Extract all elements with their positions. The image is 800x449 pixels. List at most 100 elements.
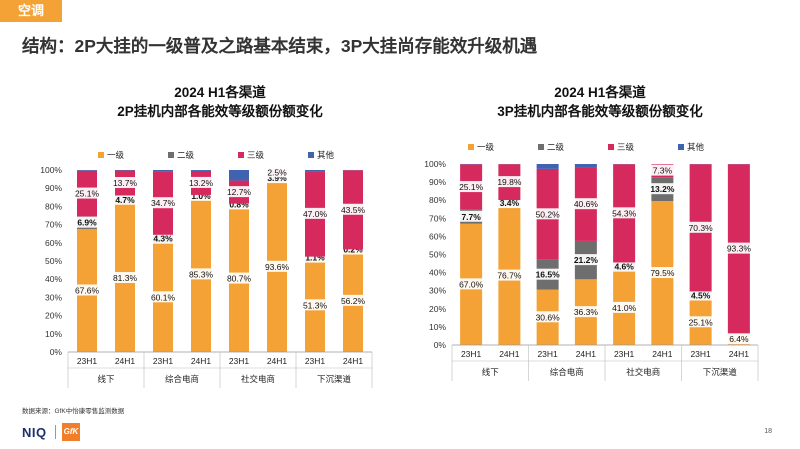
chart-title-2p: 2024 H1各渠道 2P挂机内部各能效等级额份额变化: [60, 83, 380, 121]
data-label-二级-0: 6.9%: [77, 218, 97, 228]
data-label-二级-6: 4.5%: [691, 290, 711, 300]
data-label-二级-7: 0.2%: [343, 245, 363, 255]
data-label-二级-3: 21.2%: [574, 255, 599, 265]
section-tag: 空调: [0, 0, 62, 22]
legend-label-0: 一级: [107, 150, 125, 160]
data-label-一级-6: 51.3%: [303, 300, 328, 310]
y-tick-label: 70%: [429, 213, 446, 223]
data-label-二级-6: 1.1%: [305, 253, 325, 263]
data-label-bg-0-3: [187, 268, 215, 280]
x-tick-label-2: 23H1: [153, 356, 174, 366]
data-label-三级-2: 50.2%: [536, 209, 561, 219]
data-label-一级-2: 60.1%: [151, 292, 176, 302]
data-label-bg-1-3: [571, 254, 600, 266]
data-label-bg-2-7: [339, 203, 367, 215]
data-label-bg-1-3: [187, 189, 215, 201]
x-tick-label-4: 23H1: [229, 356, 250, 366]
x-tick-label-5: 24H1: [652, 349, 673, 359]
legend-swatch-0: [98, 152, 104, 158]
data-label-bg-2-5: [648, 164, 677, 176]
data-label-二级-4: 4.6%: [614, 262, 634, 272]
y-tick-label: 60%: [45, 238, 62, 248]
data-label-bg-0-6: [686, 316, 715, 328]
legend-swatch-2: [238, 152, 244, 158]
chart-title-2p-line2: 2P挂机内部各能效等级额份额变化: [117, 104, 323, 119]
data-label-bg-0-4: [610, 301, 639, 313]
data-label-三级-5: 2.5%: [267, 167, 287, 177]
legend-label-0: 一级: [477, 142, 495, 152]
data-label-bg-2-0: [73, 187, 101, 199]
data-label-bg-1-1: [495, 197, 524, 209]
data-label-bg-1-0: [457, 210, 486, 222]
y-tick-label: 80%: [429, 195, 446, 205]
data-label-bg-1-4: [225, 198, 253, 210]
bar-segment-其他-6: [305, 170, 325, 172]
data-label-bg-0-1: [495, 269, 524, 281]
data-label-一级-3: 85.3%: [189, 269, 214, 279]
x-tick-label-4: 23H1: [614, 349, 635, 359]
data-label-bg-0-2: [149, 291, 177, 303]
data-label-三级-7: 43.5%: [341, 205, 366, 215]
x-tick-label-3: 24H1: [576, 349, 597, 359]
chart-title-3p-line1: 2024 H1各渠道: [554, 85, 646, 100]
data-label-一级-4: 41.0%: [612, 303, 637, 313]
data-label-三级-0: 25.1%: [459, 182, 484, 192]
bar-segment-其他-2: [153, 170, 173, 172]
data-label-一级-7: 6.4%: [729, 334, 749, 344]
y-tick-label: 100%: [424, 159, 446, 169]
data-label-bg-0-4: [225, 272, 253, 284]
legend-label-1: 二级: [177, 150, 195, 160]
data-label-一级-7: 56.2%: [341, 296, 366, 306]
legend-label-2: 三级: [617, 142, 635, 152]
y-tick-label: 90%: [45, 183, 62, 193]
legend-label-3: 其他: [687, 142, 705, 152]
y-tick-label: 20%: [429, 304, 446, 314]
data-label-bg-2-6: [686, 221, 715, 233]
bar-segment-其他-1: [115, 170, 135, 171]
data-label-三级-1: 19.8%: [497, 177, 522, 187]
legend-swatch-0: [468, 144, 474, 150]
data-label-bg-2-1: [495, 176, 524, 188]
y-tick-label: 60%: [429, 231, 446, 241]
y-tick-label: 50%: [45, 256, 62, 266]
data-label-一级-6: 25.1%: [689, 317, 714, 327]
legend-swatch-1: [168, 152, 174, 158]
niq-logo: NIQ: [22, 425, 47, 440]
data-label-bg-0-0: [73, 284, 101, 296]
data-label-二级-2: 4.3%: [153, 234, 173, 244]
data-label-一级-5: 93.6%: [265, 262, 290, 272]
x-tick-label-1: 24H1: [115, 356, 136, 366]
x-tick-label-1: 24H1: [499, 349, 520, 359]
bar-segment-其他-3: [574, 164, 597, 168]
y-tick-label: 0%: [434, 340, 447, 350]
gfk-logo: GfK: [62, 423, 80, 441]
data-label-bg-1-0: [73, 216, 101, 228]
data-label-三级-2: 34.7%: [151, 198, 176, 208]
data-label-一级-4: 80.7%: [227, 274, 252, 284]
data-label-二级-2: 16.5%: [536, 270, 561, 280]
y-tick-label: 0%: [50, 347, 63, 357]
data-label-bg-2-4: [225, 186, 253, 198]
page-number: 18: [764, 428, 772, 435]
data-label-三级-6: 70.3%: [689, 223, 714, 233]
data-label-bg-1-2: [533, 268, 562, 280]
data-label-bg-1-5: [648, 183, 677, 195]
y-tick-label: 90%: [429, 177, 446, 187]
data-label-bg-0-5: [648, 267, 677, 279]
data-label-二级-0: 7.7%: [461, 212, 481, 222]
legend-swatch-3: [678, 144, 684, 150]
group-label-1: 综合电商: [165, 374, 199, 384]
data-label-二级-3: 1.0%: [191, 191, 211, 201]
data-label-bg-1-6: [686, 289, 715, 301]
x-tick-label-6: 23H1: [690, 349, 711, 359]
y-tick-label: 40%: [45, 274, 62, 284]
bar-segment-其他-3: [191, 170, 211, 171]
data-label-bg-2-3: [571, 198, 600, 210]
data-label-一级-0: 67.0%: [459, 279, 484, 289]
data-label-二级-4: 0.8%: [229, 199, 249, 209]
data-source-note: 数据来源：GfK中怡康零售监测数据: [22, 408, 125, 415]
data-label-三级-1: 13.7%: [113, 178, 138, 188]
y-tick-label: 40%: [429, 268, 446, 278]
x-tick-label-2: 23H1: [537, 349, 558, 359]
